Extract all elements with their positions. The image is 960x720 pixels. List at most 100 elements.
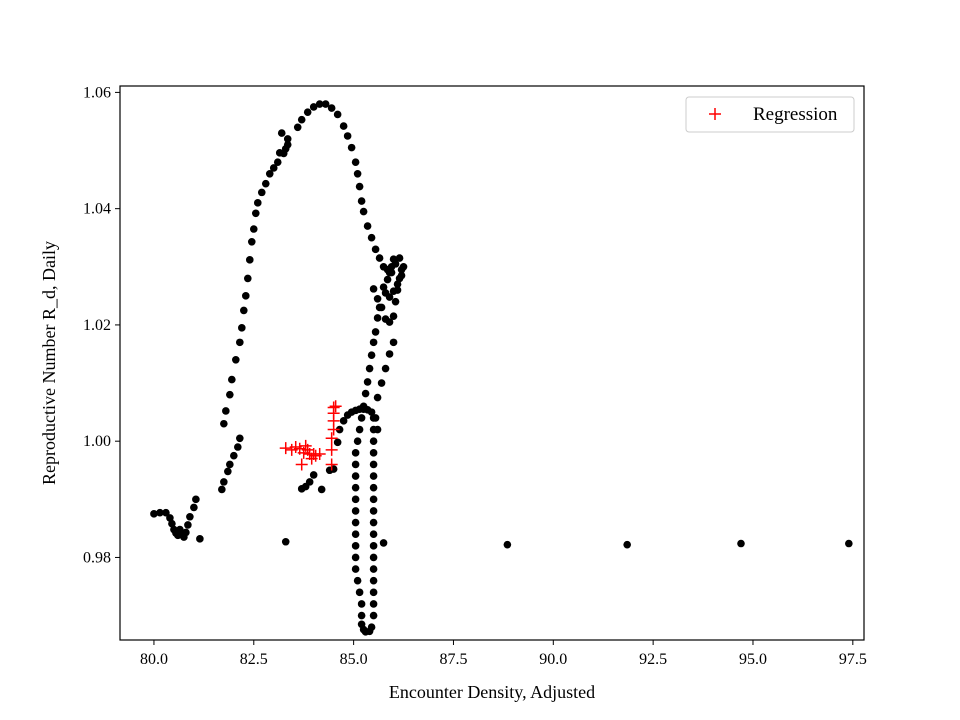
data-point [397, 271, 406, 280]
data-point [367, 233, 376, 242]
data-point [245, 256, 254, 264]
data-point [353, 169, 362, 178]
y-tick-label: 1.06 [83, 84, 111, 101]
data-point [351, 483, 360, 492]
data-point [373, 294, 382, 303]
data-point [240, 306, 248, 315]
data-point [385, 318, 394, 326]
data-point [351, 449, 360, 457]
data-point [226, 390, 234, 399]
data-point [389, 338, 398, 347]
data-point [367, 408, 376, 416]
data-point [385, 350, 394, 358]
data-point [357, 611, 366, 620]
data-point [369, 518, 378, 527]
data-point [369, 460, 378, 469]
data-point [190, 503, 198, 512]
data-point [192, 495, 200, 504]
regression-series [279, 400, 342, 471]
data-point [218, 485, 226, 494]
data-point [369, 495, 378, 504]
data-point [393, 280, 402, 289]
data-point [373, 425, 382, 434]
regression-point [325, 432, 338, 445]
data-point [166, 514, 174, 522]
data-point [343, 132, 352, 140]
data-point [371, 328, 380, 336]
data-point [236, 434, 244, 443]
data-point [379, 283, 388, 291]
x-tick-label: 82.5 [240, 651, 268, 668]
data-point [309, 103, 318, 111]
data-point [347, 143, 356, 152]
regression-point [325, 458, 338, 471]
data-point [353, 576, 362, 585]
data-point [369, 576, 378, 585]
data-point [321, 100, 330, 108]
data-point [365, 364, 374, 373]
data-point [377, 379, 386, 387]
data-point [186, 512, 194, 521]
data-point [339, 122, 348, 130]
legend-box [685, 96, 855, 133]
regression-point [279, 442, 292, 455]
data-point [369, 530, 378, 538]
y-tick-label: 1.02 [83, 317, 111, 334]
data-point [845, 539, 853, 548]
data-point [383, 275, 392, 284]
data-point [371, 414, 380, 422]
data-point [389, 312, 398, 321]
data-point [249, 225, 258, 233]
data-point [327, 104, 336, 112]
data-point [265, 169, 274, 178]
data-point [389, 255, 398, 264]
data-point [369, 472, 378, 480]
data-point [351, 507, 360, 515]
x-tick-label: 95.0 [739, 651, 767, 668]
data-point [373, 393, 382, 402]
data-point [385, 268, 394, 277]
data-point [351, 530, 360, 538]
plot-area [119, 85, 865, 641]
data-point [247, 237, 256, 246]
data-point [236, 338, 244, 347]
data-point [261, 179, 270, 188]
data-point [220, 478, 228, 486]
data-point [333, 110, 342, 119]
legend-label-regression: Regression [753, 104, 838, 125]
data-point [351, 158, 360, 166]
data-point [369, 542, 378, 550]
data-point [357, 197, 366, 205]
data-point [281, 537, 290, 546]
legend: Regression [685, 96, 855, 133]
data-point [387, 262, 396, 271]
data-point [283, 140, 292, 149]
data-point [381, 364, 390, 373]
data-point [339, 417, 348, 425]
data-point [369, 338, 378, 347]
legend-marker-regression [709, 108, 721, 120]
data-point [353, 437, 362, 445]
x-axis: 80.0 82.5 85.0 87.5 90.0 92.5 95.0 97.5 [140, 640, 867, 668]
y-tick-label: 0.98 [83, 549, 111, 566]
data-point [156, 508, 164, 517]
data-point [503, 540, 512, 549]
data-point [222, 407, 230, 415]
data-point [220, 419, 228, 428]
regression-point [327, 401, 340, 414]
data-point [359, 207, 368, 216]
y-tick-label: 1.04 [83, 201, 111, 218]
data-point [367, 623, 376, 632]
regression-point [295, 458, 308, 471]
data-point [226, 460, 234, 469]
data-point [379, 539, 388, 547]
data-point [238, 324, 246, 332]
data-point [737, 539, 745, 548]
data-point [369, 600, 378, 608]
data-point [309, 471, 318, 479]
data-point [293, 123, 302, 132]
data-point [381, 289, 390, 297]
data-point [369, 588, 378, 597]
data-point [373, 314, 382, 322]
